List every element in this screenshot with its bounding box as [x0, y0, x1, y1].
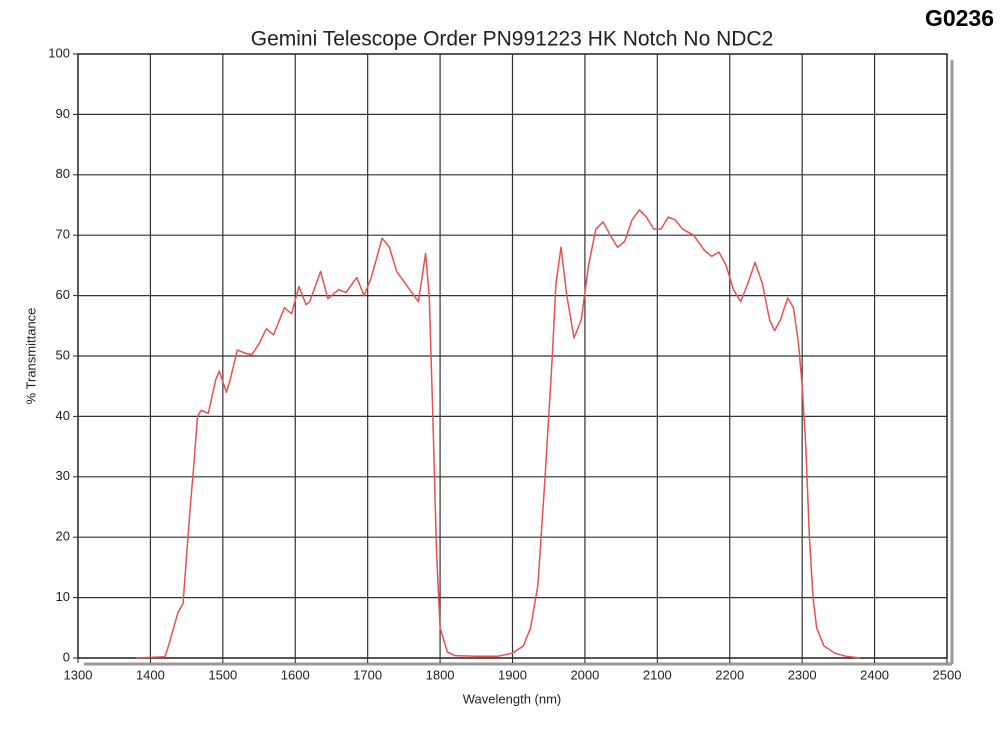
y-tick-label: 20	[56, 529, 70, 544]
x-axis-label: Wavelength (nm)	[463, 691, 562, 706]
chart-title: Gemini Telescope Order PN991223 HK Notch…	[251, 28, 774, 51]
x-tick-label: 2100	[643, 667, 672, 682]
y-tick-label: 70	[56, 227, 70, 242]
y-tick-label: 100	[48, 45, 70, 60]
x-tick-label: 2300	[788, 667, 817, 682]
x-tick-label: 1600	[281, 667, 310, 682]
x-tick-label: 1300	[64, 667, 93, 682]
y-tick-label: 90	[56, 106, 70, 121]
y-tick-label: 30	[56, 468, 70, 483]
x-tick-label: 1900	[498, 667, 527, 682]
y-tick-label: 40	[56, 408, 70, 423]
x-tick-label: 2500	[933, 667, 962, 682]
x-tick-label: 2000	[570, 667, 599, 682]
x-tick-label: 1400	[136, 667, 165, 682]
y-tick-label: 50	[56, 347, 70, 362]
data-line	[135, 209, 861, 659]
x-tick-label: 2200	[715, 667, 744, 682]
y-tick-label: 0	[63, 649, 70, 664]
stamp: G0236	[925, 5, 994, 31]
y-axis-label: % Transmittance	[23, 308, 38, 405]
y-tick-label: 10	[56, 589, 70, 604]
x-tick-label: 1500	[208, 667, 237, 682]
y-tick-label: 80	[56, 166, 70, 181]
y-tick-label: 60	[56, 287, 70, 302]
x-tick-label: 1800	[426, 667, 455, 682]
x-tick-label: 1700	[353, 667, 382, 682]
x-tick-label: 2400	[860, 667, 889, 682]
